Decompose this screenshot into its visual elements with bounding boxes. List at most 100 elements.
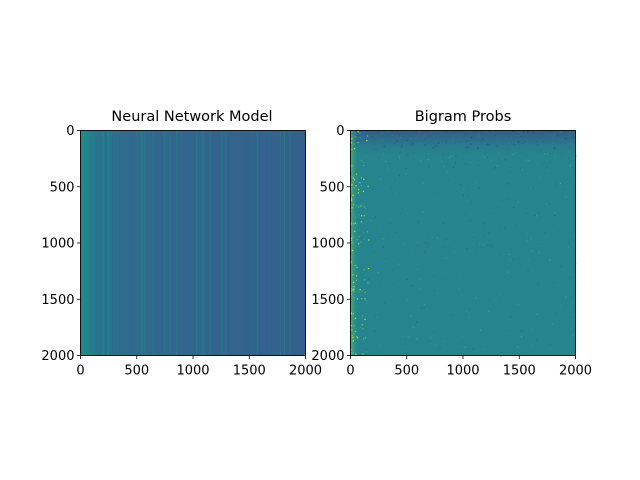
heatmap-speckle <box>417 226 419 228</box>
heatmap-speckle <box>477 136 479 138</box>
heatmap-speckle <box>356 336 358 338</box>
heatmap-speckle <box>350 312 352 314</box>
heatmap-speckle <box>513 143 515 145</box>
heatmap-speckle <box>371 149 373 151</box>
heatmap-speckle <box>386 132 388 134</box>
heatmap-speckle <box>490 160 492 162</box>
heatmap-speckle <box>354 222 356 224</box>
heatmap-speckle <box>499 254 501 256</box>
heatmap-speckle <box>442 222 444 224</box>
heatmap-speckle <box>383 154 385 156</box>
heatmap-speckle <box>465 155 467 157</box>
heatmap-speckle <box>352 206 354 209</box>
heatmap-speckle <box>364 298 366 300</box>
heatmap-speckle <box>450 130 452 133</box>
heatmap-speckle <box>454 250 456 252</box>
heatmap-speckle <box>413 327 415 329</box>
heatmap-speckle <box>552 285 554 287</box>
heatmap-speckle <box>568 146 570 148</box>
heatmap-speckle <box>418 130 420 133</box>
heatmap-speckle <box>510 353 512 355</box>
heatmap-speckle <box>352 336 354 339</box>
heatmap-speckle <box>350 223 352 225</box>
heatmap-speckle <box>350 290 352 292</box>
heatmap-speckle <box>473 233 475 236</box>
heatmap-streak <box>221 130 223 356</box>
heatmap-speckle <box>544 153 546 155</box>
heatmap-speckle <box>557 307 559 309</box>
heatmap-speckle <box>368 139 370 141</box>
heatmap-speckle <box>489 341 491 343</box>
heatmap-speckle <box>555 181 558 183</box>
heatmap-speckle <box>443 130 445 132</box>
heatmap-speckle <box>507 158 509 160</box>
heatmap-speckle <box>412 159 415 161</box>
heatmap-speckle <box>552 151 554 153</box>
heatmap-speckle <box>362 328 364 330</box>
heatmap-image <box>80 130 306 356</box>
heatmap-speckle <box>555 312 557 314</box>
heatmap-speckle <box>375 148 377 150</box>
heatmap-speckle <box>459 331 461 333</box>
heatmap-speckle <box>547 197 549 200</box>
heatmap-speckle <box>456 154 458 157</box>
heatmap-speckle <box>572 313 574 316</box>
heatmap-speckle <box>352 313 354 315</box>
heatmap-speckle <box>449 151 452 153</box>
heatmap-streak <box>122 130 124 356</box>
heatmap-speckle <box>395 232 397 234</box>
heatmap-speckle <box>567 181 569 183</box>
heatmap-speckle <box>445 257 448 259</box>
heatmap-speckle <box>360 177 362 179</box>
heatmap-speckle <box>463 189 465 191</box>
heatmap-speckle <box>540 155 542 157</box>
heatmap-speckle <box>365 207 367 210</box>
heatmap-speckle <box>350 210 352 212</box>
heatmap-speckle <box>358 189 360 191</box>
heatmap-speckle <box>527 270 529 272</box>
heatmap-speckle <box>351 133 353 135</box>
heatmap-speckle <box>458 140 460 142</box>
heatmap-speckle <box>424 133 426 135</box>
heatmap-speckle <box>483 156 486 159</box>
heatmap-speckle <box>351 300 353 303</box>
heatmap-speckle <box>363 178 365 180</box>
heatmap-speckle <box>534 214 536 216</box>
heatmap-speckle <box>376 316 378 318</box>
heatmap-speckle <box>350 315 352 317</box>
heatmap-speckle <box>461 294 463 296</box>
heatmap-speckle <box>394 179 396 181</box>
heatmap-speckle <box>392 158 394 160</box>
heatmap-speckle <box>569 277 571 279</box>
heatmap-speckle <box>548 153 550 155</box>
heatmap-speckle <box>352 181 354 183</box>
heatmap-streak <box>107 130 109 356</box>
heatmap-speckle <box>547 136 549 138</box>
heatmap-speckle <box>412 225 414 227</box>
heatmap-speckle <box>353 223 355 225</box>
heatmap-speckle <box>570 163 572 165</box>
heatmap-streak <box>85 130 87 356</box>
heatmap-streak <box>94 130 96 356</box>
heatmap-speckle <box>524 141 526 143</box>
heatmap-speckle <box>351 329 353 331</box>
heatmap-speckle <box>399 137 402 139</box>
heatmap-speckle <box>501 200 503 202</box>
heatmap-speckle <box>426 160 428 162</box>
heatmap-speckle <box>516 133 518 135</box>
heatmap-speckle <box>388 333 390 335</box>
heatmap-speckle <box>359 136 361 138</box>
heatmap-speckle <box>362 231 365 234</box>
heatmap-speckle <box>465 146 467 148</box>
heatmap-speckle <box>350 288 352 290</box>
heatmap-speckle <box>537 283 539 285</box>
heatmap-speckle <box>509 258 512 261</box>
heatmap-speckle <box>569 131 571 133</box>
heatmap-speckle <box>356 140 358 142</box>
heatmap-speckle <box>393 302 395 304</box>
heatmap-streak <box>180 130 182 356</box>
heatmap-speckle <box>548 203 550 205</box>
heatmap-speckle <box>546 166 548 168</box>
chart-title: Neural Network Model <box>111 109 272 125</box>
heatmap-speckle <box>519 167 521 169</box>
